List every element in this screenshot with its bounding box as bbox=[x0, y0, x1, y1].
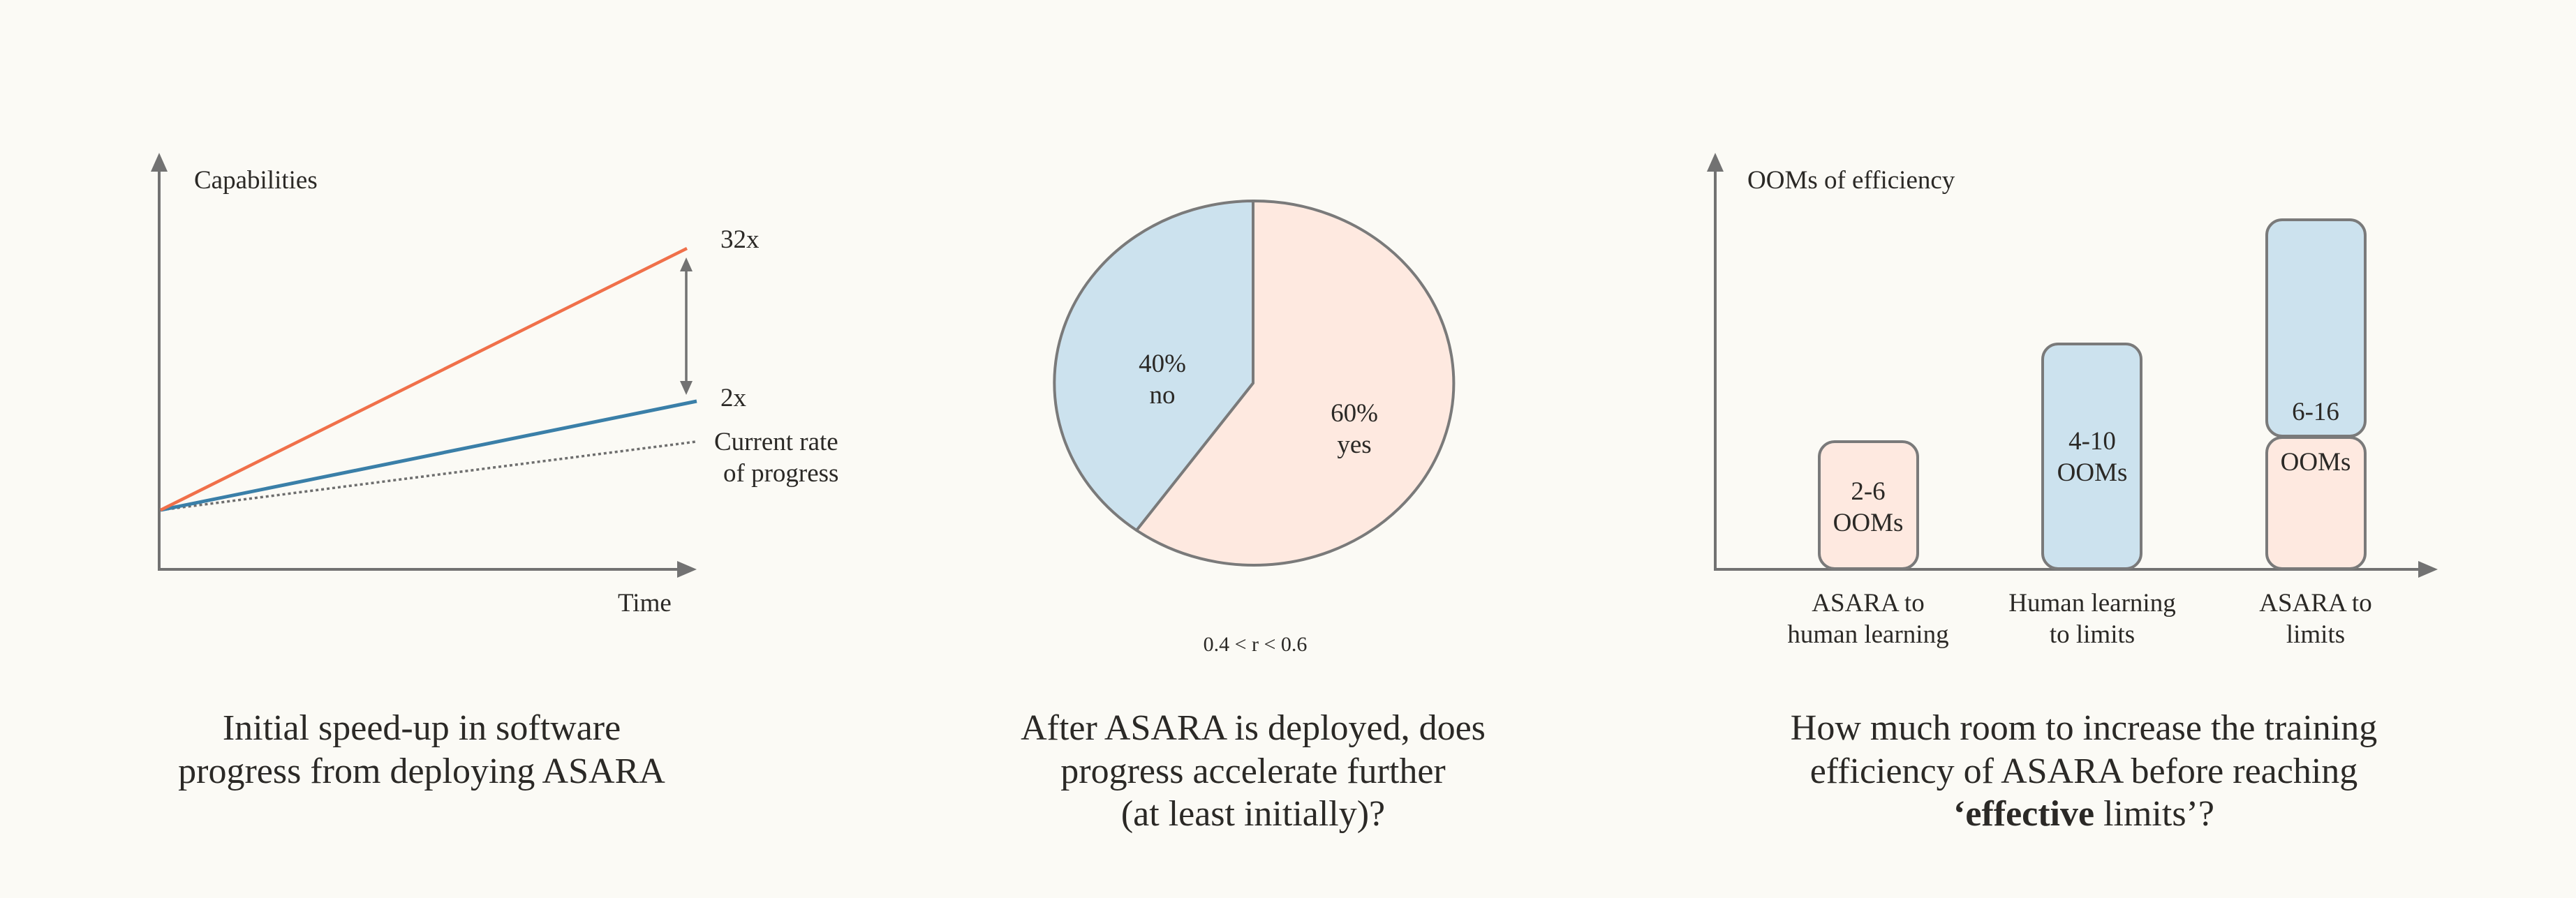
label-32x: 32x bbox=[720, 225, 760, 254]
category3-line2: limits bbox=[2286, 620, 2345, 649]
pie-slice-yes bbox=[1135, 199, 1456, 567]
pie-yes-percent: 60% bbox=[1331, 399, 1378, 428]
category1-line2: human learning bbox=[1787, 620, 1948, 649]
bar-asara-to-human-learning bbox=[1818, 440, 1919, 570]
pie-no-percent: 40% bbox=[1139, 350, 1186, 378]
bar1-unit: OOMs bbox=[1833, 509, 1904, 537]
caption-right-line2: efficiency of ASARA before reaching bbox=[1810, 751, 2358, 791]
category3-line1: ASARA to bbox=[2259, 589, 2371, 618]
category2-line1: Human learning bbox=[2008, 589, 2175, 618]
bar-asara-to-limits-upper bbox=[2265, 218, 2367, 437]
caption-rest: limits’? bbox=[2094, 794, 2214, 834]
y-axis-label: Capabilities bbox=[194, 166, 318, 195]
caption-middle-line2: progress accelerate further bbox=[1060, 751, 1445, 791]
arrow-down-icon bbox=[680, 381, 693, 395]
y-axis-arrow-icon bbox=[1707, 153, 1724, 172]
caption-right-line1: How much room to increase the training bbox=[1791, 708, 2377, 748]
y-axis-label: OOMs of efficiency bbox=[1747, 166, 1955, 195]
current-rate-dotted-line bbox=[160, 440, 697, 511]
pie-yes-label: yes bbox=[1337, 431, 1371, 459]
caption-open-quote: ‘ bbox=[1953, 794, 1965, 834]
bar3-value: 6-16 bbox=[2292, 398, 2339, 426]
category1-line1: ASARA to bbox=[1812, 589, 1924, 618]
caption-right-line3: ‘effective limits’? bbox=[1953, 794, 2214, 834]
caption-middle-line1: After ASARA is deployed, does bbox=[1021, 708, 1486, 748]
bar2-unit: OOMs bbox=[2057, 458, 2128, 487]
caption-left-line2: progress from deploying ASARA bbox=[178, 751, 665, 791]
caption-bold-effective: effective bbox=[1965, 794, 2094, 834]
bar3-unit: OOMs bbox=[2281, 448, 2351, 477]
pie-slice-no bbox=[1053, 200, 1254, 532]
range-note: 0.4 < r < 0.6 bbox=[1204, 633, 1308, 656]
x-axis-arrow-icon bbox=[2418, 561, 2438, 578]
bar1-value: 2-6 bbox=[1851, 477, 1885, 506]
32x-line bbox=[159, 246, 688, 512]
x-axis-label: Time bbox=[618, 589, 672, 618]
x-axis-arrow-icon bbox=[677, 561, 697, 578]
caption-middle-line3: (at least initially)? bbox=[1121, 794, 1385, 834]
arrow-up-icon bbox=[680, 257, 693, 271]
y-axis-arrow-icon bbox=[151, 153, 168, 172]
bar-human-learning-to-limits bbox=[2041, 343, 2142, 570]
category2-line2: to limits bbox=[2050, 620, 2135, 649]
ooms-bar-chart: OOMs of efficiency 2-6 OOMs 4-10 OOMs 6-… bbox=[1707, 153, 2438, 834]
label-2x: 2x bbox=[720, 384, 747, 412]
caption-left-line1: Initial speed-up in software bbox=[223, 708, 621, 748]
pie-no-label: no bbox=[1150, 381, 1176, 410]
bar2-value: 4-10 bbox=[2068, 427, 2116, 456]
speedup-line-chart: Capabilities Time 32x 2x Current rate of… bbox=[151, 153, 838, 791]
2x-line bbox=[160, 399, 697, 512]
current-rate-label-line1: Current rate bbox=[714, 428, 838, 456]
acceleration-pie-chart: 40% no 60% yes 0.4 < r < 0.6 After ASARA… bbox=[1021, 199, 1486, 834]
current-rate-label-line2: of progress bbox=[723, 459, 838, 488]
